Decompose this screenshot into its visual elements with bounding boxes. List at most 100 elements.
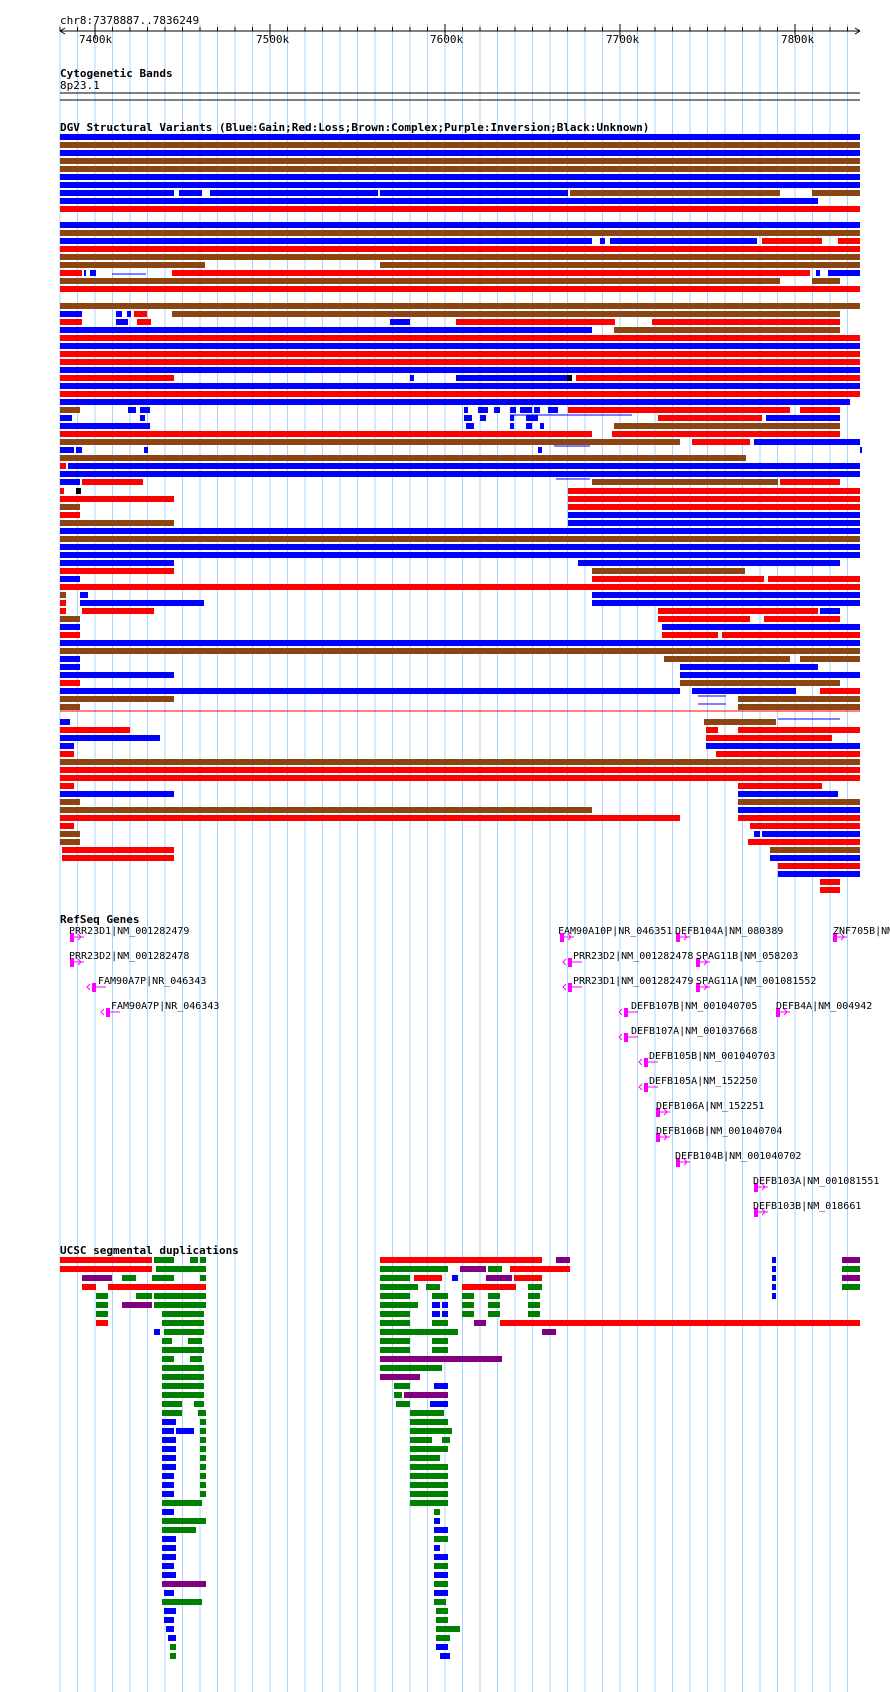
dgv-variant-bar (60, 704, 80, 710)
segdup-bar (394, 1383, 410, 1389)
dgv-variant-bar (116, 311, 122, 317)
dgv-variant-bar (738, 791, 838, 797)
refseq-track-title[interactable]: RefSeq Genes (60, 913, 140, 926)
dgv-variant-bar (60, 791, 174, 797)
dgv-variant-bar (526, 415, 538, 421)
gene-label[interactable]: DEFB103A|NM_001081551 (753, 1176, 880, 1187)
dgv-variant-bar (60, 142, 860, 148)
dgv-variant-bar (60, 632, 80, 638)
segdup-bar (410, 1437, 432, 1443)
segdup-bar (162, 1527, 196, 1533)
segdup-bar (82, 1275, 112, 1281)
gene-label[interactable]: DEFB105B|NM_001040703 (649, 1051, 776, 1062)
segdup-bar (410, 1491, 448, 1497)
gene-label[interactable]: SPAG11A|NM_001081552 (696, 976, 817, 987)
gene-label[interactable]: FAM90A10P|NR_046351 (558, 926, 673, 937)
gene-label[interactable]: PRR23D1|NM_001282479 (573, 976, 694, 987)
segdup-bar (430, 1401, 448, 1407)
dgv-variant-bar (706, 735, 832, 741)
dgv-variant-bar (812, 278, 840, 284)
segdup-bar (380, 1302, 418, 1308)
segdup-bar (194, 1401, 204, 1407)
segdup-track-title[interactable]: UCSC segmental duplications (60, 1244, 239, 1257)
dgv-variant-bar (738, 704, 860, 710)
dgv-variant-bar (658, 608, 818, 614)
gene-label[interactable]: DEFB105A|NM_152250 (649, 1076, 758, 1087)
dgv-variant-bar (60, 343, 860, 349)
dgv-variant-bar (60, 471, 860, 477)
gene-label[interactable]: DEFB104B|NM_001040702 (675, 1151, 802, 1162)
segdup-bar (772, 1284, 776, 1290)
segdup-bar (410, 1428, 452, 1434)
dgv-variant-bar (60, 303, 860, 309)
dgv-variant-bar (60, 544, 860, 550)
dgv-variant-bar (480, 415, 486, 421)
segdup-bar (432, 1311, 440, 1317)
gene-strand-arrow (77, 958, 82, 966)
gene-label[interactable]: FAM90A7P|NR_046343 (111, 1001, 220, 1012)
segdup-bar (436, 1635, 450, 1641)
dgv-variant-bar (80, 600, 204, 606)
dgv-variant-bar (60, 536, 860, 542)
segdup-bar (410, 1482, 448, 1488)
dgv-variant-bar (592, 576, 764, 582)
dgv-variant-bar (692, 439, 750, 445)
segdup-bar (380, 1320, 410, 1326)
dgv-variant-bar (60, 158, 860, 164)
dgv-variant-bar (538, 447, 542, 453)
dgv-variant-bar (680, 680, 840, 686)
dgv-variant-bar (60, 624, 80, 630)
segdup-bar (432, 1320, 448, 1326)
dgv-variant-bar (62, 855, 174, 861)
ruler-tick-label: 7500k (256, 33, 290, 46)
dgv-variant-bar (76, 447, 82, 453)
gene-label[interactable]: PRR23D1|NM_001282479 (69, 926, 190, 937)
cytoband-label: 8p23.1 (60, 79, 100, 92)
dgv-variant-bar (140, 415, 145, 421)
dgv-variant-bar (410, 375, 414, 381)
dgv-variant-bar (380, 190, 568, 196)
dgv-variant-bar (778, 871, 860, 877)
segdup-bar (162, 1482, 174, 1488)
cytoband-track-title[interactable]: Cytogenetic Bands (60, 67, 173, 80)
segdup-bar (162, 1374, 204, 1380)
dgv-variant-bar (60, 278, 780, 284)
dgv-variant-bar (60, 335, 860, 341)
gene-label[interactable]: DEFB106A|NM_152251 (656, 1101, 765, 1112)
gene-label[interactable]: DEFB107A|NM_001037668 (631, 1026, 758, 1037)
dgv-variant-bar (464, 415, 472, 421)
gene-label[interactable]: ZNF705B|NM (833, 926, 890, 937)
dgv-variant-bar (612, 431, 840, 437)
segdup-bar (488, 1311, 500, 1317)
dgv-track-title[interactable]: DGV Structural Variants (Blue:Gain;Red:L… (60, 121, 650, 134)
dgv-variant-bar (534, 407, 540, 413)
dgv-variant-bar (60, 504, 80, 510)
segdup-bar (96, 1302, 108, 1308)
segdup-bar (380, 1356, 502, 1362)
gene-label[interactable]: FAM90A7P|NR_046343 (98, 976, 207, 987)
segdup-bar (434, 1383, 448, 1389)
dgv-variant-bar (540, 423, 544, 429)
segdup-bar (772, 1275, 776, 1281)
dgv-variant-bar (60, 447, 74, 453)
dgv-variant-bar (60, 775, 860, 781)
gene-label[interactable]: DEFB104A|NM_080389 (675, 926, 784, 937)
gene-label[interactable]: SPAG11B|NM_058203 (696, 951, 799, 962)
gene-label[interactable]: DEFB107B|NM_001040705 (631, 1001, 758, 1012)
segdup-bar (190, 1356, 202, 1362)
dgv-variant-bar (60, 455, 746, 461)
dgv-variant-bar (658, 616, 750, 622)
gene-label[interactable]: DEFB106B|NM_001040704 (656, 1126, 783, 1137)
gene-label[interactable]: PRR23D2|NM_001282478 (69, 951, 190, 962)
segdup-bar (164, 1329, 204, 1335)
segdup-bar (164, 1617, 174, 1623)
gene-label[interactable]: PRR23D2|NM_001282478 (573, 951, 694, 962)
gene-label[interactable]: DEFB4A|NM_004942 (776, 1001, 873, 1012)
segdup-bar (462, 1284, 516, 1290)
segdup-bar (436, 1626, 460, 1632)
gene-label[interactable]: DEFB103B|NM_018661 (753, 1201, 862, 1212)
dgv-variant-bar (60, 182, 860, 188)
segdup-bar (410, 1446, 448, 1452)
